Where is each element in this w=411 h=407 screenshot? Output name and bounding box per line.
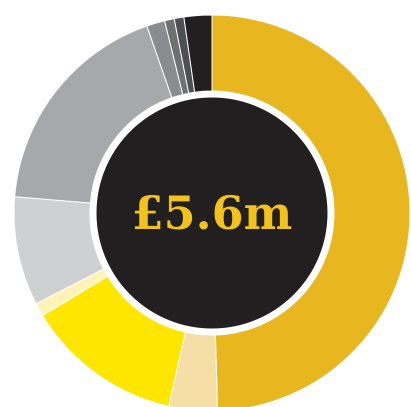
donut-center — [91, 92, 333, 334]
donut-slice-10 — [183, 14, 213, 93]
center-total-label: £5.6m — [132, 186, 293, 240]
donut-slices — [13, 14, 411, 407]
donut-slice-1 — [211, 14, 411, 407]
